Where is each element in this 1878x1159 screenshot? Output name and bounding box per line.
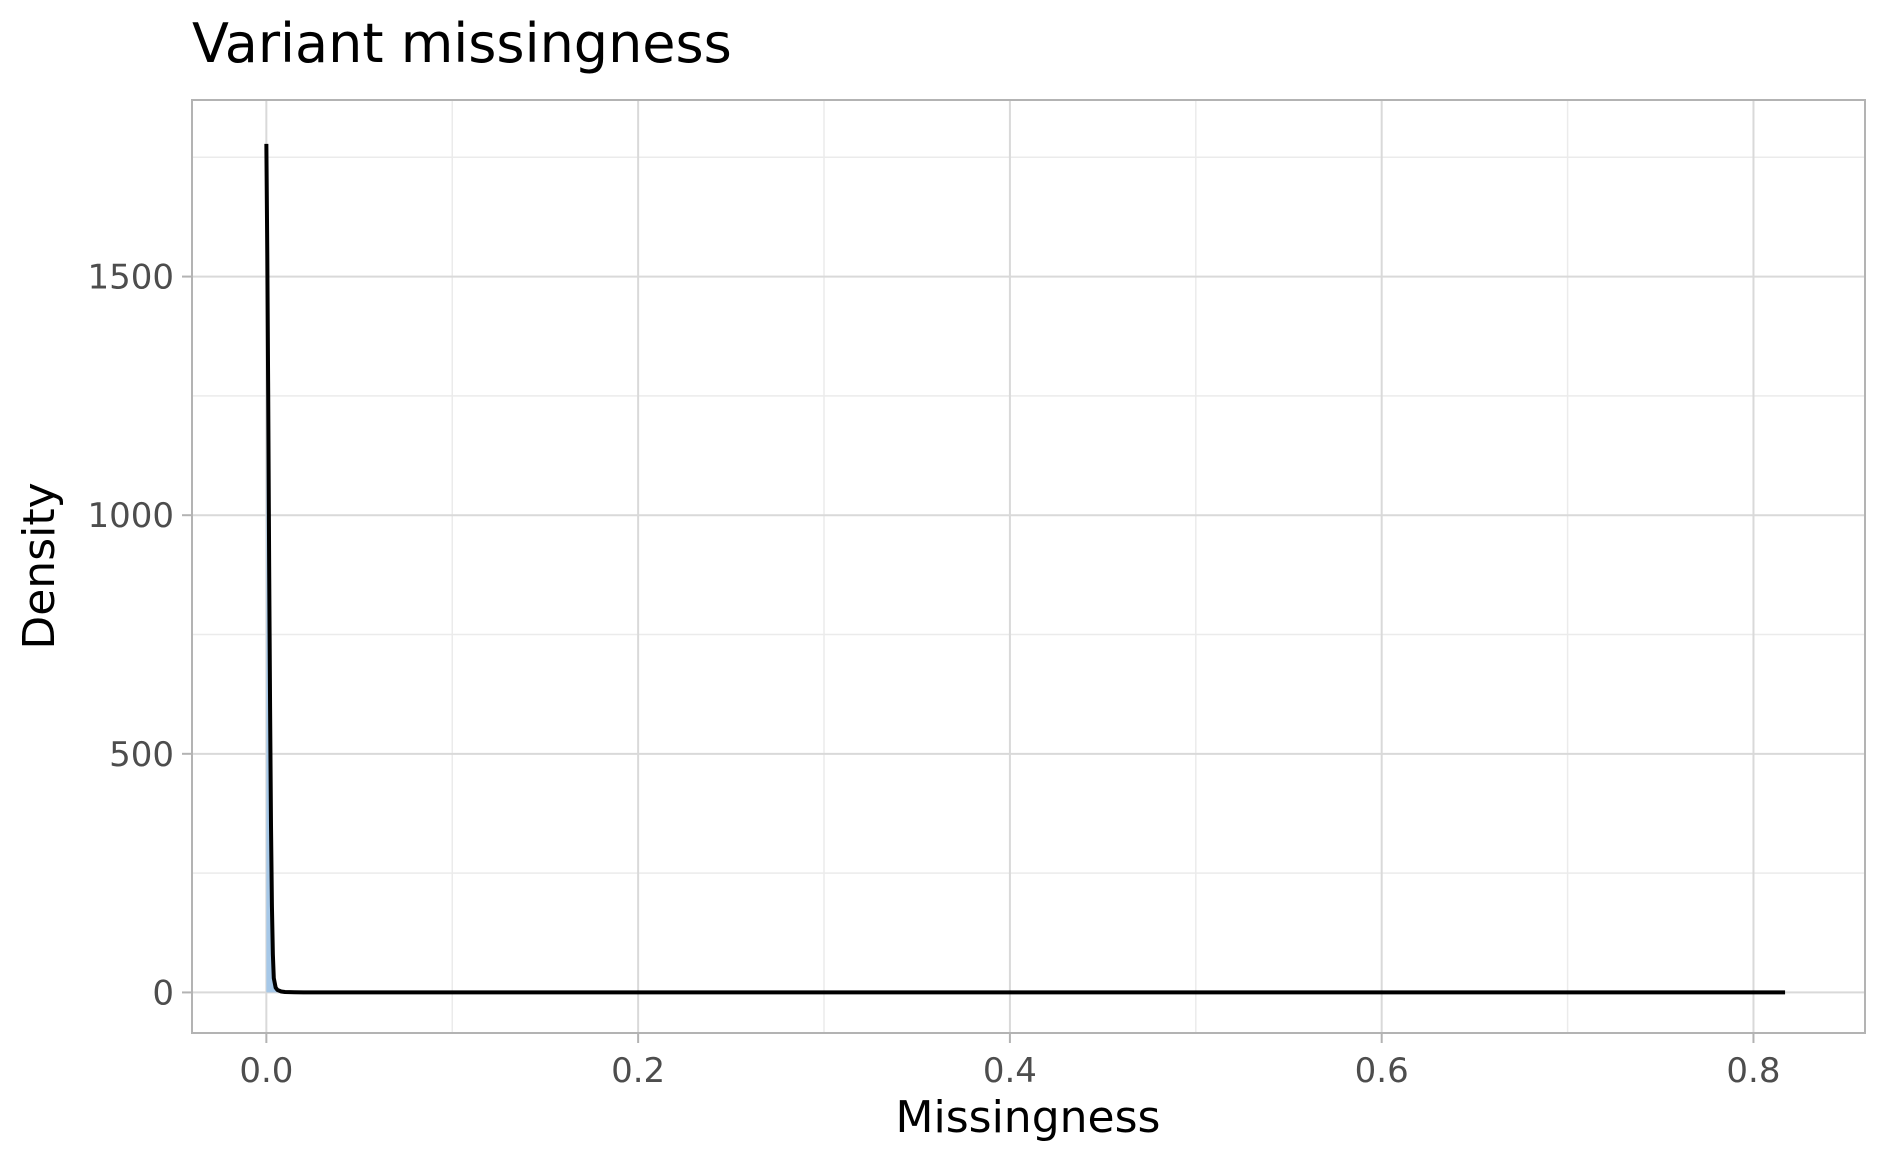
y-tick-label: 1500 bbox=[87, 258, 174, 298]
x-tick-label: 0.6 bbox=[1355, 1051, 1409, 1091]
y-axis: 0 500 1000 1500 bbox=[87, 258, 192, 1013]
y-tick-label: 0 bbox=[152, 973, 174, 1013]
y-tick-label: 500 bbox=[109, 735, 174, 775]
x-tick-label: 0.8 bbox=[1726, 1051, 1780, 1091]
x-tick-label: 0.4 bbox=[983, 1051, 1037, 1091]
grid-minor bbox=[192, 100, 1865, 1033]
panel-border bbox=[191, 99, 1866, 1034]
density-curve bbox=[264, 143, 1786, 995]
y-tick-label: 1000 bbox=[87, 496, 174, 536]
x-axis: 0.0 0.2 0.4 0.6 0.8 bbox=[239, 1033, 1781, 1091]
y-axis-title: Density bbox=[14, 482, 65, 649]
x-tick-label: 0.0 bbox=[239, 1051, 293, 1091]
density-area-fill bbox=[266, 143, 1786, 993]
x-axis-title: Missingness bbox=[896, 1092, 1161, 1143]
chart-title: Variant missingness bbox=[192, 12, 732, 75]
density-line bbox=[264, 143, 1786, 995]
density-area bbox=[266, 143, 1786, 993]
grid-major bbox=[192, 100, 1865, 1033]
x-tick-label: 0.2 bbox=[611, 1051, 665, 1091]
